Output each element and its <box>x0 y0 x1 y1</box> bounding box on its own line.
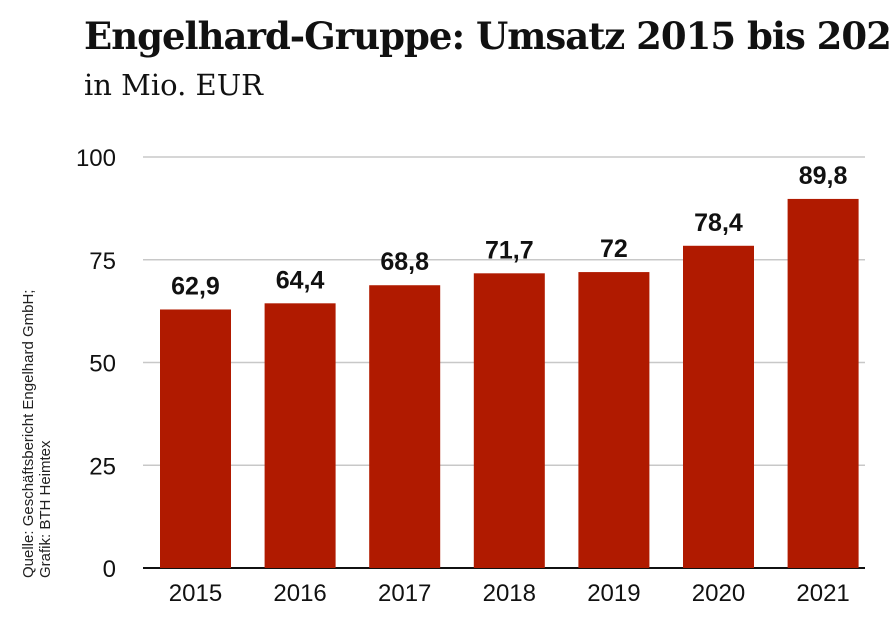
y-tick-label: 75 <box>89 248 116 275</box>
data-label: 89,8 <box>799 162 848 190</box>
x-tick-label: 2017 <box>378 580 431 607</box>
bar <box>160 309 231 568</box>
data-label: 78,4 <box>694 209 743 237</box>
chart-subtitle: in Mio. EUR <box>84 68 263 102</box>
data-label: 71,7 <box>485 236 534 264</box>
y-tick-label: 50 <box>89 351 116 378</box>
data-label: 72 <box>600 235 628 263</box>
bar <box>369 285 441 568</box>
data-label: 64,4 <box>276 266 325 294</box>
x-tick-label: 2018 <box>483 580 536 607</box>
x-tick-label: 2015 <box>169 580 222 607</box>
data-label: 68,8 <box>380 248 429 276</box>
data-label: 62,9 <box>171 272 220 300</box>
y-tick-label: 25 <box>89 453 116 480</box>
y-tick-label: 0 <box>103 556 116 583</box>
x-tick-label: 2021 <box>796 580 849 607</box>
x-tick-label: 2019 <box>587 580 640 607</box>
chart-title: Engelhard-Gruppe: Umsatz 2015 bis 2021 <box>84 14 891 58</box>
y-tick-label: 100 <box>76 145 116 172</box>
x-tick-label: 2020 <box>692 580 745 607</box>
bar <box>264 303 336 568</box>
bar <box>787 198 859 568</box>
bar <box>683 245 754 568</box>
x-tick-label: 2016 <box>273 580 326 607</box>
bar <box>578 272 650 568</box>
bar <box>473 273 545 568</box>
